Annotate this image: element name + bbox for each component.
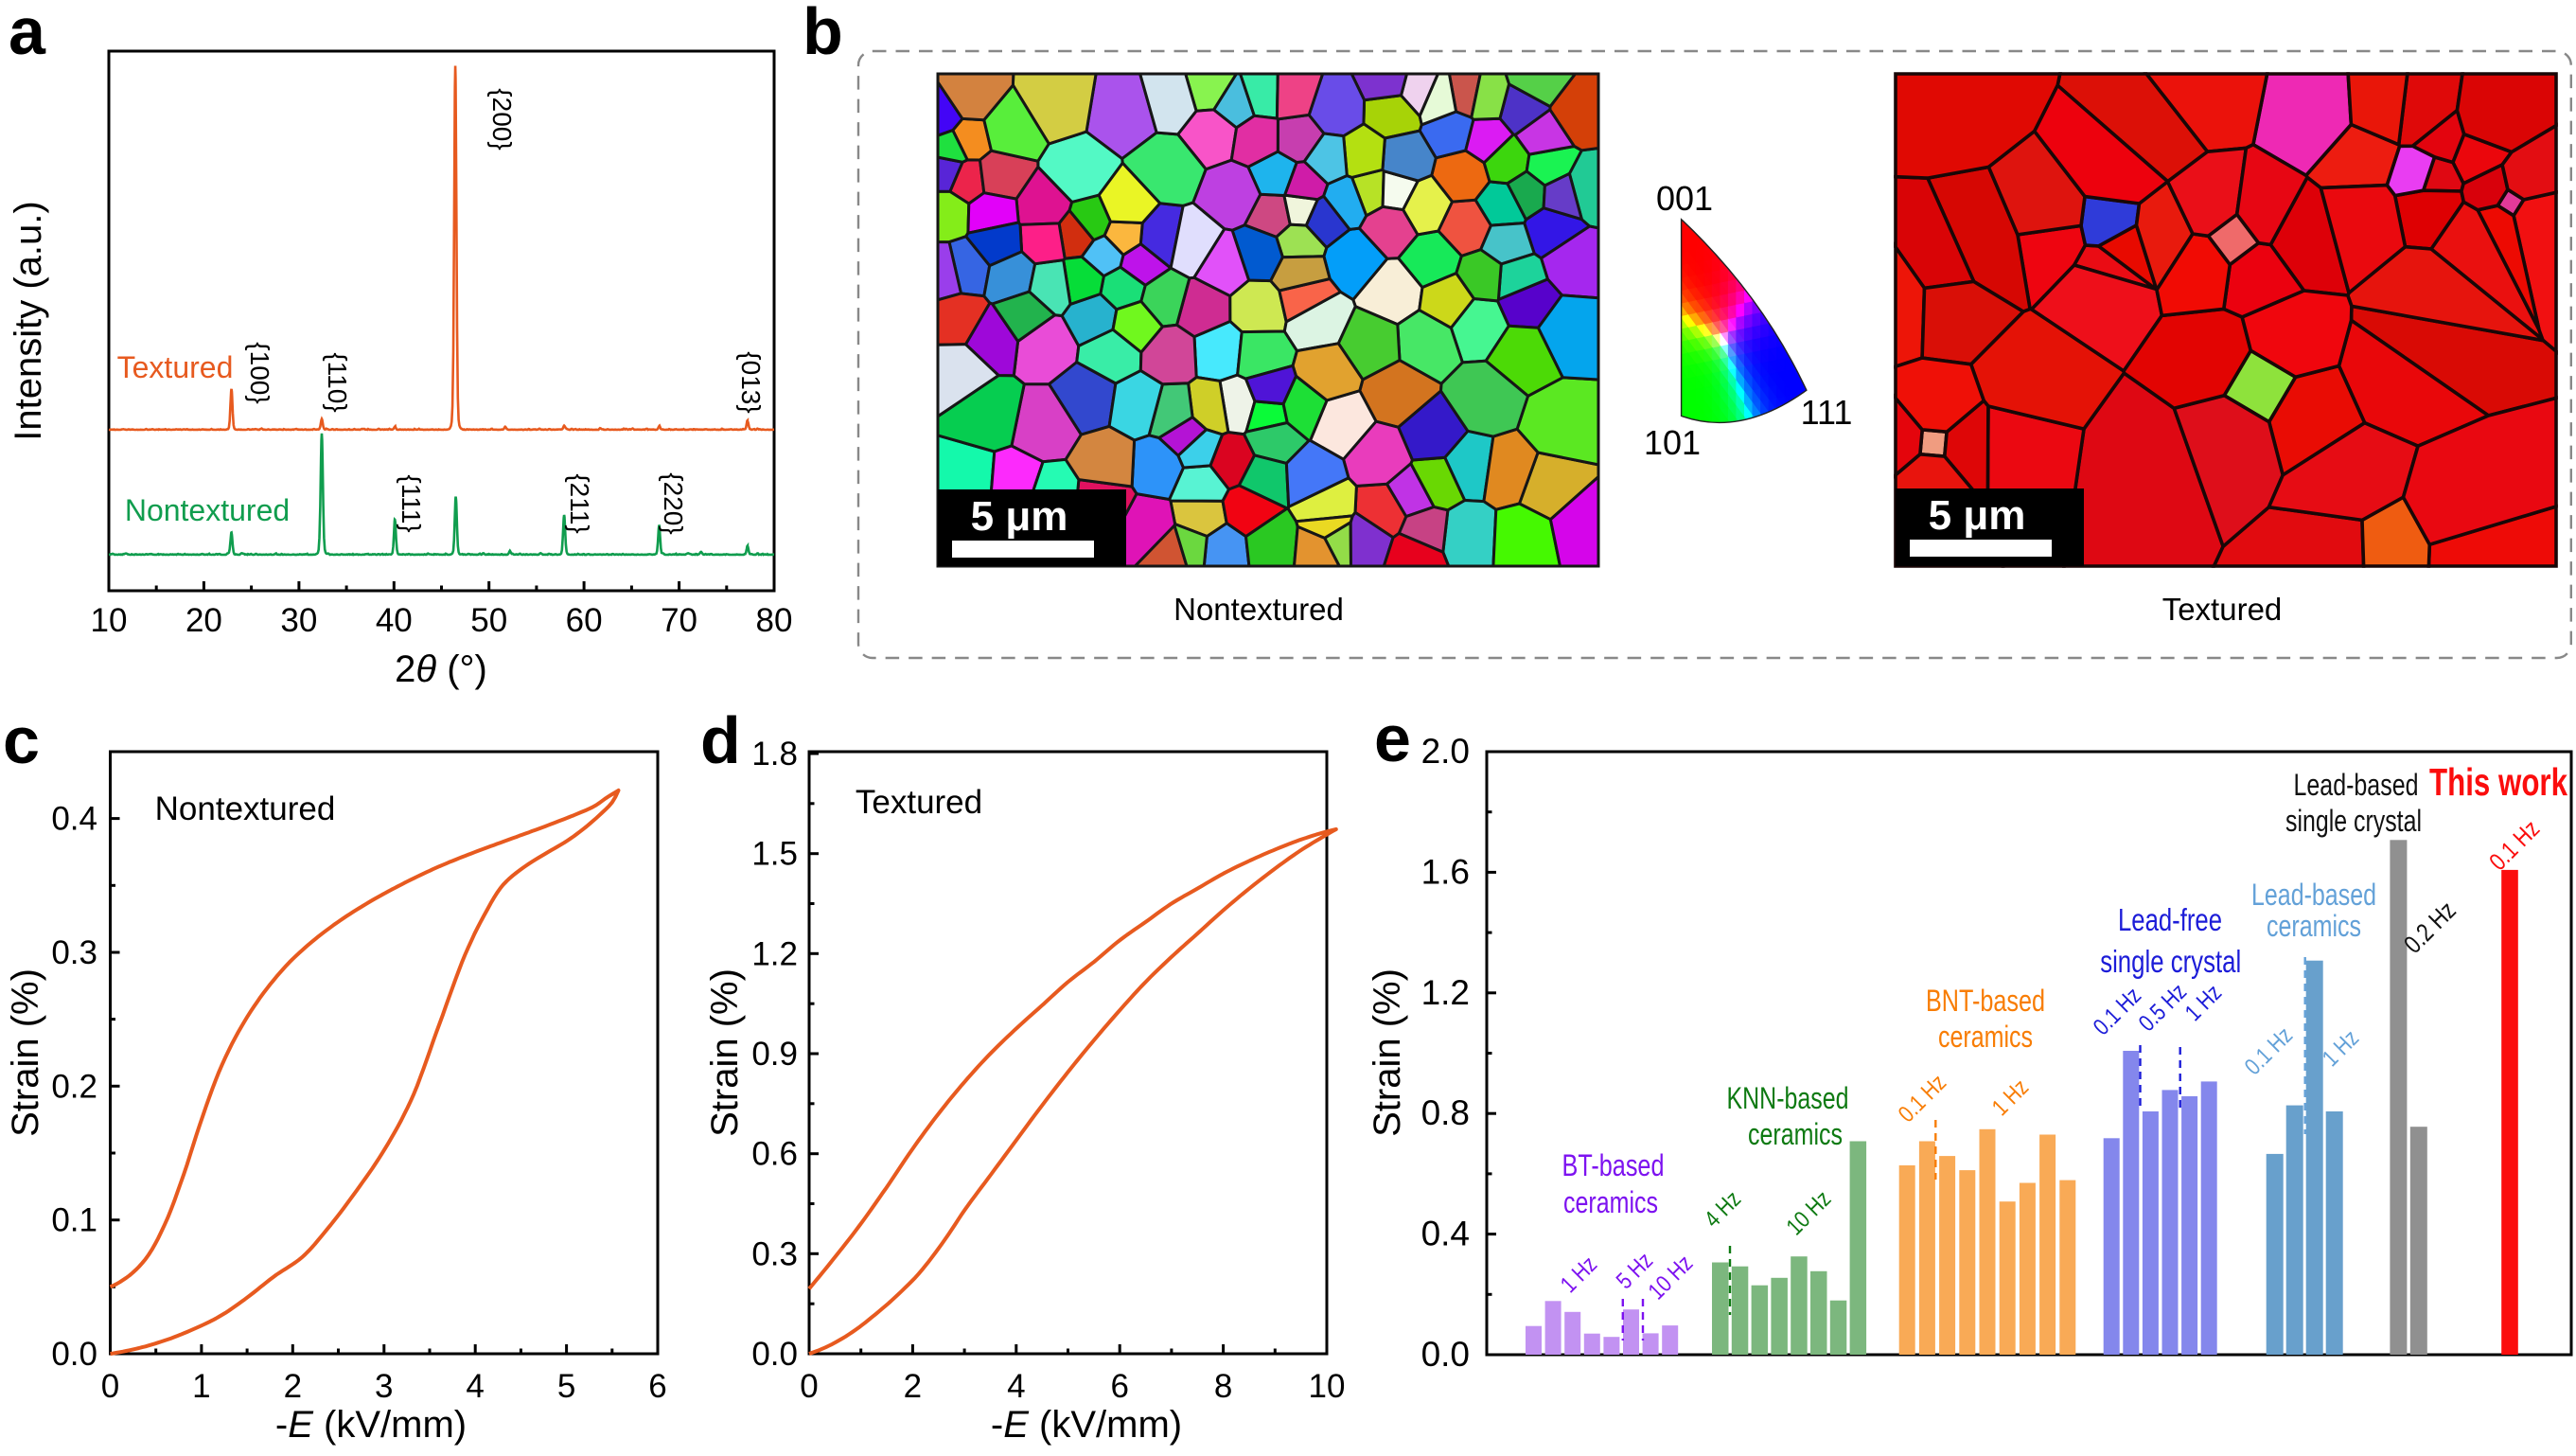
- svg-text:0.2: 0.2: [51, 1068, 97, 1105]
- svg-text:1.6: 1.6: [1421, 852, 1470, 891]
- svg-text:Nontextured: Nontextured: [155, 790, 336, 827]
- svg-text:ceramics: ceramics: [1748, 1117, 1843, 1151]
- svg-text:-E (kV/mm): -E (kV/mm): [275, 1404, 467, 1446]
- svg-text:3: 3: [375, 1368, 393, 1405]
- svg-text:0.4: 0.4: [1421, 1215, 1470, 1253]
- svg-text:1.8: 1.8: [751, 736, 798, 772]
- svg-text:10: 10: [91, 602, 128, 639]
- svg-text:1.2: 1.2: [1421, 973, 1470, 1012]
- svg-text:Textured: Textured: [856, 784, 982, 821]
- svg-text:{211}: {211}: [565, 473, 594, 533]
- svg-text:0.3: 0.3: [51, 934, 97, 971]
- svg-text:{220}: {220}: [659, 472, 688, 534]
- svg-text:1: 1: [192, 1368, 210, 1405]
- svg-text:50: 50: [470, 602, 507, 639]
- svg-text:{111}: {111}: [397, 474, 426, 532]
- svg-text:{013}: {013}: [736, 351, 766, 413]
- svg-text:10: 10: [1309, 1368, 1346, 1405]
- svg-text:Lead-free: Lead-free: [2118, 902, 2222, 937]
- svg-text:101: 101: [1644, 423, 1701, 462]
- svg-text:0.8: 0.8: [1421, 1093, 1470, 1132]
- svg-text:0.0: 0.0: [751, 1336, 798, 1373]
- svg-text:0.0: 0.0: [51, 1336, 97, 1373]
- svg-text:5 μm: 5 μm: [971, 493, 1068, 540]
- svg-text:Strain (%): Strain (%): [5, 968, 46, 1137]
- svg-text:2: 2: [284, 1368, 302, 1405]
- svg-text:60: 60: [566, 602, 603, 639]
- svg-text:BT-based: BT-based: [1562, 1148, 1665, 1182]
- svg-text:{110}: {110}: [323, 352, 352, 412]
- svg-text:80: 80: [756, 602, 793, 639]
- svg-text:1.5: 1.5: [751, 836, 798, 873]
- svg-text:0: 0: [101, 1368, 119, 1405]
- svg-text:b: b: [803, 0, 843, 68]
- svg-text:ceramics: ceramics: [2267, 909, 2361, 943]
- svg-text:ceramics: ceramics: [1563, 1185, 1658, 1219]
- svg-text:70: 70: [661, 602, 697, 639]
- svg-text:2θ (°): 2θ (°): [395, 648, 487, 690]
- svg-text:1.2: 1.2: [751, 935, 798, 972]
- svg-text:d: d: [700, 703, 741, 777]
- svg-text:0.3: 0.3: [751, 1235, 798, 1272]
- svg-text:5 μm: 5 μm: [1929, 492, 2026, 539]
- svg-text:a: a: [9, 0, 46, 68]
- svg-text:single crystal: single crystal: [2285, 804, 2422, 838]
- svg-text:4: 4: [466, 1368, 484, 1405]
- svg-text:30: 30: [280, 602, 317, 639]
- svg-text:2.0: 2.0: [1421, 732, 1470, 771]
- svg-text:6: 6: [648, 1368, 666, 1405]
- svg-text:Intensity (a.u.): Intensity (a.u.): [8, 201, 49, 440]
- svg-text:20: 20: [185, 602, 222, 639]
- svg-text:single crystal: single crystal: [2100, 944, 2241, 979]
- svg-text:KNN-based: KNN-based: [1727, 1081, 1849, 1115]
- svg-text:Textured: Textured: [2162, 592, 2283, 627]
- svg-text:Lead-based: Lead-based: [2294, 768, 2419, 802]
- svg-text:0: 0: [800, 1368, 818, 1405]
- svg-text:8: 8: [1214, 1368, 1232, 1405]
- svg-text:{200}: {200}: [487, 88, 517, 150]
- svg-text:111: 111: [1801, 393, 1853, 432]
- svg-text:4: 4: [1007, 1368, 1025, 1405]
- svg-text:e: e: [1374, 701, 1411, 775]
- svg-text:6: 6: [1110, 1368, 1128, 1405]
- svg-text:0.1: 0.1: [51, 1202, 97, 1239]
- svg-text:5: 5: [557, 1368, 575, 1405]
- svg-text:Lead-based: Lead-based: [2251, 878, 2376, 912]
- svg-text:0.6: 0.6: [751, 1136, 798, 1173]
- svg-text:-E (kV/mm): -E (kV/mm): [991, 1404, 1182, 1446]
- svg-text:Strain (%): Strain (%): [1367, 968, 1408, 1137]
- svg-text:Nontextured: Nontextured: [125, 493, 290, 527]
- svg-text:BNT-based: BNT-based: [1926, 984, 2045, 1018]
- svg-text:40: 40: [376, 602, 413, 639]
- svg-text:Strain (%): Strain (%): [704, 968, 746, 1137]
- svg-text:{100}: {100}: [245, 342, 274, 403]
- svg-text:001: 001: [1656, 179, 1713, 218]
- svg-text:This work: This work: [2429, 760, 2567, 804]
- svg-text:ceramics: ceramics: [1938, 1020, 2033, 1054]
- svg-text:Nontextured: Nontextured: [1173, 592, 1344, 627]
- svg-text:2: 2: [904, 1368, 922, 1405]
- svg-text:Textured: Textured: [117, 350, 234, 384]
- svg-text:0.4: 0.4: [51, 801, 97, 838]
- svg-text:0.9: 0.9: [751, 1036, 798, 1073]
- svg-text:0.0: 0.0: [1421, 1335, 1470, 1374]
- svg-text:c: c: [3, 703, 40, 777]
